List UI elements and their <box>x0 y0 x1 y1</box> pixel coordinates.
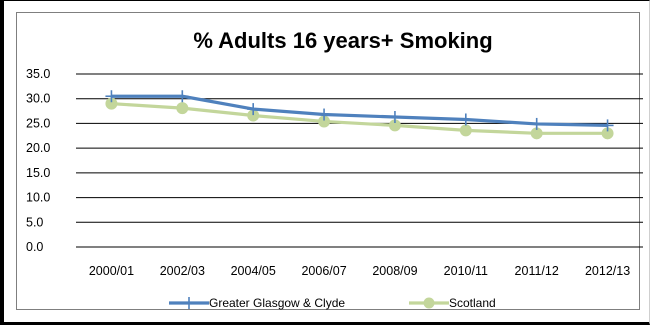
y-tick-label: 25.0 <box>26 116 50 130</box>
y-tick-label: 10.0 <box>26 191 50 205</box>
y-tick-label: 5.0 <box>26 215 43 229</box>
legend-label: Scotland <box>449 296 496 310</box>
data-point <box>530 117 543 130</box>
data-point <box>388 111 401 124</box>
x-tick-label: 2006/07 <box>301 264 346 278</box>
data-point <box>105 90 118 103</box>
x-tick-label: 2012/13 <box>585 264 630 278</box>
chart-area <box>16 12 640 310</box>
series-line-1 <box>111 102 608 135</box>
x-tick-label: 2011/12 <box>515 264 559 278</box>
data-point <box>318 108 331 121</box>
x-tick-label: 2010/11 <box>444 264 488 278</box>
data-point <box>247 103 260 116</box>
data-point <box>459 124 472 137</box>
chart-title: % Adults 16 years+ Smoking <box>193 28 492 53</box>
data-point <box>459 113 472 126</box>
legend-label: Greater Glasgow & Clyde <box>209 296 345 310</box>
series-line-0 <box>111 94 608 128</box>
x-tick-label: 2000/01 <box>89 264 134 278</box>
data-point <box>176 90 189 103</box>
x-tick-label: 2002/03 <box>160 264 205 278</box>
y-tick-label: 30.0 <box>26 92 50 106</box>
legend-item: Scotland <box>409 296 496 310</box>
x-tick-label: 2004/05 <box>231 264 276 278</box>
y-tick-label: 35.0 <box>26 67 50 81</box>
y-tick-label: 15.0 <box>26 166 50 180</box>
legend-item: Greater Glasgow & Clyde <box>169 296 345 310</box>
data-point <box>176 102 189 115</box>
y-tick-label: 20.0 <box>26 141 50 155</box>
data-point <box>601 119 614 132</box>
y-tick-label: 0.0 <box>26 240 43 254</box>
x-tick-label: 2008/09 <box>372 264 417 278</box>
legend-marker <box>423 297 435 309</box>
